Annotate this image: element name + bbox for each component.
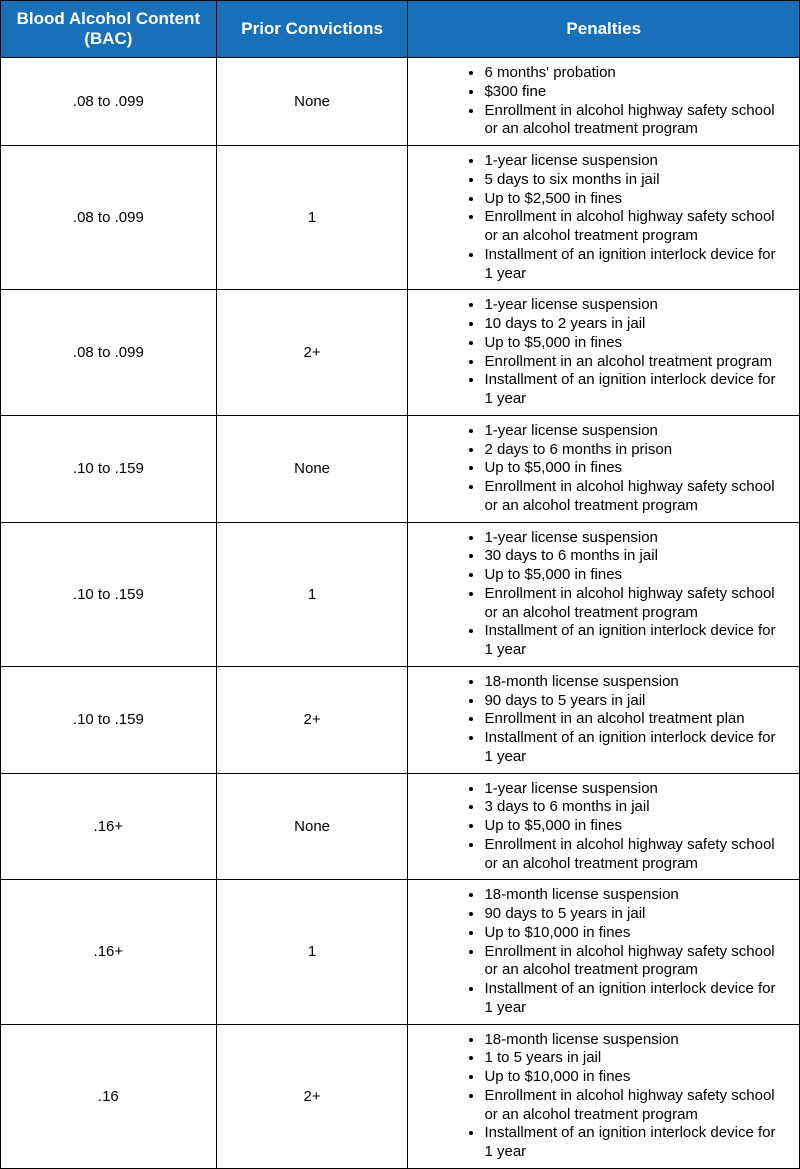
table-row: .10 to .1592+18-month license suspension… bbox=[1, 666, 800, 773]
cell-penalties: 1-year license suspension5 days to six m… bbox=[408, 146, 800, 290]
cell-bac: .10 to .159 bbox=[1, 522, 217, 666]
penalties-list: 18-month license suspension90 days to 5 … bbox=[414, 886, 793, 1017]
penalty-item: Enrollment in alcohol highway safety sch… bbox=[484, 585, 793, 623]
penalty-item: 18-month license suspension bbox=[484, 673, 793, 692]
table-row: .08 to .09911-year license suspension5 d… bbox=[1, 146, 800, 290]
penalty-item: 30 days to 6 months in jail bbox=[484, 547, 793, 566]
penalty-item: Enrollment in alcohol highway safety sch… bbox=[484, 102, 793, 140]
col-header-prior: Prior Convictions bbox=[216, 1, 408, 58]
penalties-list: 1-year license suspension3 days to 6 mon… bbox=[414, 780, 793, 874]
cell-bac: .08 to .099 bbox=[1, 58, 217, 146]
penalty-item: 2 days to 6 months in prison bbox=[484, 441, 793, 460]
penalty-item: 1-year license suspension bbox=[484, 780, 793, 799]
penalty-item: $300 fine bbox=[484, 83, 793, 102]
penalty-item: 1-year license suspension bbox=[484, 152, 793, 171]
col-header-penalties: Penalties bbox=[408, 1, 800, 58]
table-row: .16+None1-year license suspension3 days … bbox=[1, 773, 800, 880]
cell-prior: 1 bbox=[216, 880, 408, 1024]
penalty-item: Enrollment in an alcohol treatment progr… bbox=[484, 353, 793, 372]
cell-penalties: 18-month license suspension1 to 5 years … bbox=[408, 1024, 800, 1168]
table-row: .10 to .15911-year license suspension30 … bbox=[1, 522, 800, 666]
cell-bac: .08 to .099 bbox=[1, 290, 217, 416]
penalty-item: 1-year license suspension bbox=[484, 422, 793, 441]
penalty-item: Up to $5,000 in fines bbox=[484, 334, 793, 353]
cell-penalties: 18-month license suspension90 days to 5 … bbox=[408, 666, 800, 773]
penalty-item: 10 days to 2 years in jail bbox=[484, 315, 793, 334]
penalty-item: 1-year license suspension bbox=[484, 529, 793, 548]
penalties-list: 1-year license suspension30 days to 6 mo… bbox=[414, 529, 793, 660]
cell-penalties: 1-year license suspension2 days to 6 mon… bbox=[408, 415, 800, 522]
penalty-item: Enrollment in alcohol highway safety sch… bbox=[484, 836, 793, 874]
cell-bac: .16+ bbox=[1, 880, 217, 1024]
cell-prior: 1 bbox=[216, 146, 408, 290]
penalty-item: 6 months' probation bbox=[484, 64, 793, 83]
penalties-list: 18-month license suspension90 days to 5 … bbox=[414, 673, 793, 767]
penalties-list: 1-year license suspension5 days to six m… bbox=[414, 152, 793, 283]
table-row: .08 to .0992+1-year license suspension10… bbox=[1, 290, 800, 416]
table-row: .08 to .099None6 months' probation$300 f… bbox=[1, 58, 800, 146]
cell-penalties: 1-year license suspension30 days to 6 mo… bbox=[408, 522, 800, 666]
penalty-item: Enrollment in alcohol highway safety sch… bbox=[484, 208, 793, 246]
cell-prior: None bbox=[216, 415, 408, 522]
penalty-item: Enrollment in alcohol highway safety sch… bbox=[484, 943, 793, 981]
cell-bac: .10 to .159 bbox=[1, 415, 217, 522]
penalty-item: Enrollment in an alcohol treatment plan bbox=[484, 710, 793, 729]
table-header-row: Blood Alcohol Content (BAC) Prior Convic… bbox=[1, 1, 800, 58]
cell-penalties: 6 months' probation$300 fineEnrollment i… bbox=[408, 58, 800, 146]
penalty-item: 1-year license suspension bbox=[484, 296, 793, 315]
penalties-list: 1-year license suspension10 days to 2 ye… bbox=[414, 296, 793, 409]
penalties-list: 18-month license suspension1 to 5 years … bbox=[414, 1031, 793, 1162]
penalties-list: 1-year license suspension2 days to 6 mon… bbox=[414, 422, 793, 516]
penalty-item: 90 days to 5 years in jail bbox=[484, 692, 793, 711]
penalty-item: Installment of an ignition interlock dev… bbox=[484, 371, 793, 409]
penalty-item: Installment of an ignition interlock dev… bbox=[484, 246, 793, 284]
penalty-item: Up to $10,000 in fines bbox=[484, 1068, 793, 1087]
penalty-item: 1 to 5 years in jail bbox=[484, 1049, 793, 1068]
penalty-item: Installment of an ignition interlock dev… bbox=[484, 729, 793, 767]
penalty-item: 5 days to six months in jail bbox=[484, 171, 793, 190]
cell-prior: 2+ bbox=[216, 1024, 408, 1168]
cell-prior: 2+ bbox=[216, 666, 408, 773]
col-header-bac: Blood Alcohol Content (BAC) bbox=[1, 1, 217, 58]
penalties-list: 6 months' probation$300 fineEnrollment i… bbox=[414, 64, 793, 139]
cell-prior: 2+ bbox=[216, 290, 408, 416]
penalty-item: 90 days to 5 years in jail bbox=[484, 905, 793, 924]
penalty-item: Installment of an ignition interlock dev… bbox=[484, 980, 793, 1018]
penalty-item: 18-month license suspension bbox=[484, 1031, 793, 1050]
cell-bac: .08 to .099 bbox=[1, 146, 217, 290]
penalty-item: Enrollment in alcohol highway safety sch… bbox=[484, 478, 793, 516]
penalty-item: Up to $2,500 in fines bbox=[484, 190, 793, 209]
penalty-item: Up to $5,000 in fines bbox=[484, 566, 793, 585]
cell-penalties: 18-month license suspension90 days to 5 … bbox=[408, 880, 800, 1024]
penalty-item: Installment of an ignition interlock dev… bbox=[484, 622, 793, 660]
cell-penalties: 1-year license suspension3 days to 6 mon… bbox=[408, 773, 800, 880]
penalty-item: Up to $5,000 in fines bbox=[484, 817, 793, 836]
cell-prior: None bbox=[216, 58, 408, 146]
table-row: .16+118-month license suspension90 days … bbox=[1, 880, 800, 1024]
penalty-item: Up to $10,000 in fines bbox=[484, 924, 793, 943]
penalty-item: 3 days to 6 months in jail bbox=[484, 798, 793, 817]
cell-prior: None bbox=[216, 773, 408, 880]
table-row: .162+18-month license suspension1 to 5 y… bbox=[1, 1024, 800, 1168]
cell-bac: .16+ bbox=[1, 773, 217, 880]
penalties-table: Blood Alcohol Content (BAC) Prior Convic… bbox=[0, 0, 800, 1169]
penalty-item: Enrollment in alcohol highway safety sch… bbox=[484, 1087, 793, 1125]
cell-bac: .10 to .159 bbox=[1, 666, 217, 773]
cell-bac: .16 bbox=[1, 1024, 217, 1168]
penalty-item: 18-month license suspension bbox=[484, 886, 793, 905]
cell-penalties: 1-year license suspension10 days to 2 ye… bbox=[408, 290, 800, 416]
penalty-item: Installment of an ignition interlock dev… bbox=[484, 1124, 793, 1162]
cell-prior: 1 bbox=[216, 522, 408, 666]
penalty-item: Up to $5,000 in fines bbox=[484, 459, 793, 478]
table-row: .10 to .159None1-year license suspension… bbox=[1, 415, 800, 522]
